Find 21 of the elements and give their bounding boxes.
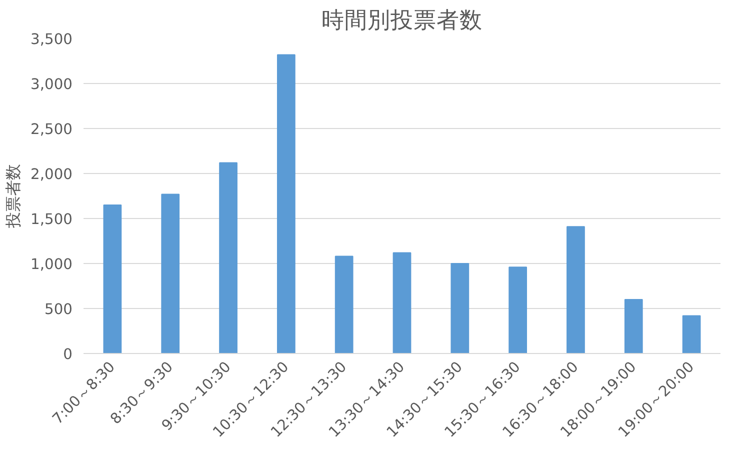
y-tick-label: 2,500 — [30, 121, 73, 138]
bar — [276, 54, 296, 354]
bar — [161, 194, 180, 354]
bar — [682, 315, 701, 354]
bar — [450, 263, 470, 354]
y-tick-label: 2,000 — [30, 166, 73, 183]
chart-title: 時間別投票者数 — [322, 8, 482, 34]
y-tick-label: 1,000 — [30, 256, 73, 273]
y-tick-label: 500 — [44, 301, 73, 318]
bar — [334, 256, 354, 354]
y-tick-label: 0 — [63, 346, 73, 363]
bar — [566, 226, 585, 354]
bar — [392, 252, 412, 354]
bar — [103, 204, 122, 354]
y-tick-label: 3,500 — [30, 31, 73, 48]
y-tick-label: 3,000 — [30, 76, 73, 93]
bar — [219, 162, 238, 354]
bar — [508, 266, 528, 354]
bar — [624, 299, 643, 354]
y-axis-title: 投票者数 — [4, 164, 23, 229]
y-tick-label: 1,500 — [30, 211, 73, 228]
